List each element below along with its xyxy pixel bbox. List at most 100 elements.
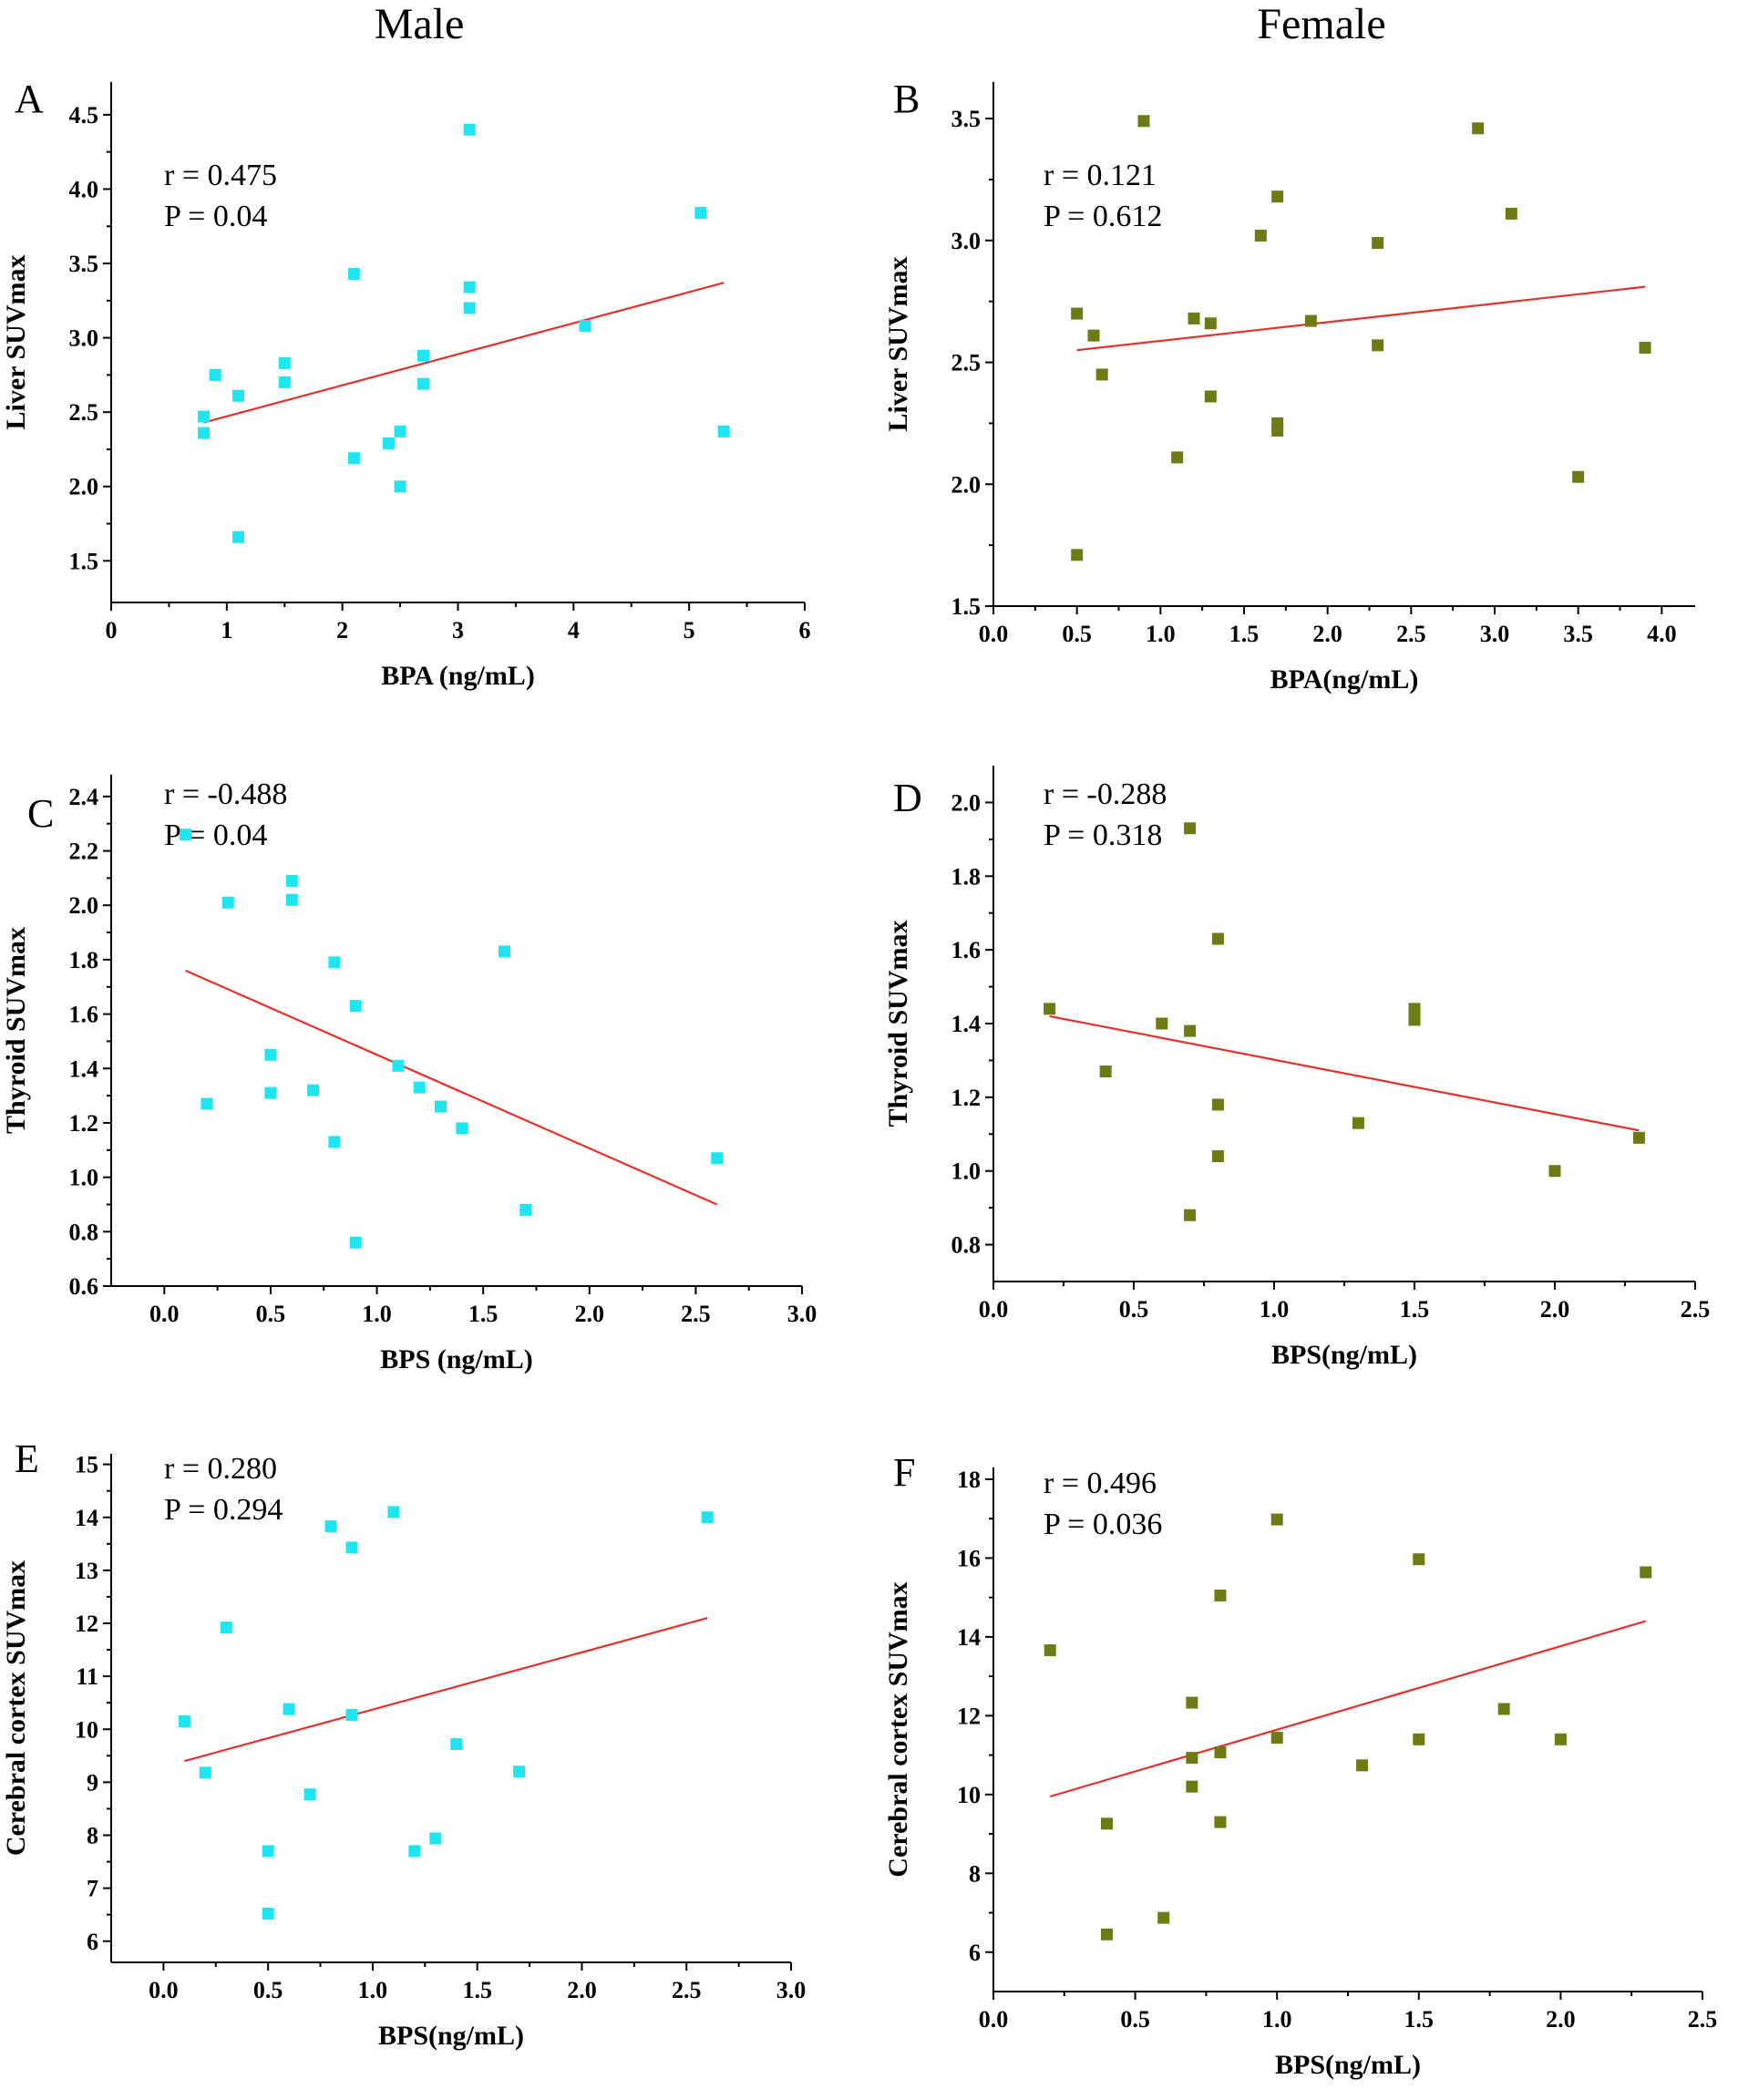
x-tick-label: 0.0 (979, 621, 1009, 647)
data-point (1408, 1014, 1421, 1026)
data-point (394, 425, 406, 438)
data-point (694, 207, 707, 220)
y-tick-label: 2.2 (69, 839, 99, 865)
data-point (1186, 1780, 1198, 1793)
regression-line (203, 282, 725, 424)
y-tick-label: 1.4 (951, 1011, 982, 1037)
y-axis-title: Liver SUVmax (1, 255, 31, 430)
data-point (1184, 822, 1197, 835)
x-tick-label: 1.0 (358, 1977, 388, 2003)
panel-d: 0.0 0.5 1.0 1.5 2.0 2.5 0.8 1.0 1.2 1.4 1.6 1.8 2.0 B… (883, 766, 1710, 1370)
r-value: r = 0.496 (1044, 1467, 1157, 1500)
data-point (417, 377, 429, 390)
y-tick-label: 1.2 (69, 1110, 99, 1137)
x-tick-label: 1 (221, 617, 232, 643)
data-point (1211, 1098, 1224, 1111)
y-tick-label: 10 (957, 1782, 981, 1808)
data-point (394, 480, 406, 493)
data-point (1156, 1017, 1168, 1030)
x-tick-label: 2.5 (1681, 1296, 1711, 1323)
data-point (1184, 1209, 1197, 1221)
data-point (1214, 1590, 1227, 1602)
data-point (1270, 1513, 1283, 1526)
data-point (1071, 549, 1084, 561)
data-point (349, 1236, 362, 1249)
x-axis-title: BPS (ng/mL) (380, 1344, 533, 1374)
x-tick-label: 2.5 (1688, 2006, 1718, 2033)
y-axis-title: Cerebral cortex SUVmax (883, 1581, 913, 1877)
data-point (278, 356, 291, 369)
data-point (387, 1506, 400, 1518)
y-tick-label: 1.0 (951, 1158, 982, 1185)
regression-line (184, 1617, 708, 1763)
x-tick-label: 5 (684, 617, 695, 643)
data-point (328, 956, 341, 969)
data-point (1271, 190, 1284, 203)
x-tick-label: 3 (452, 617, 464, 643)
y-tick-label: 3.5 (69, 251, 99, 277)
y-tick-label: 2.5 (951, 350, 982, 376)
data-point (303, 1788, 316, 1801)
y-tick-label: 1.4 (69, 1055, 99, 1082)
data-point (232, 530, 245, 543)
p-value: P = 0.04 (164, 200, 267, 233)
data-point (463, 302, 476, 314)
x-tick-label: 2.5 (1396, 621, 1426, 647)
x-tick-label: 6 (799, 617, 811, 643)
y-tick-label: 1.0 (69, 1165, 99, 1191)
y-tick-label: 3.0 (951, 228, 982, 254)
data-point (1408, 1003, 1421, 1015)
x-tick-label: 0.5 (1120, 2006, 1150, 2033)
data-point (1554, 1733, 1567, 1745)
x-axis-title: BPA(ng/mL) (1270, 664, 1419, 695)
x-tick-label: 2.5 (681, 1301, 711, 1327)
data-point (1356, 1759, 1369, 1772)
r-value: r = 0.121 (1044, 159, 1157, 192)
data-point (1204, 390, 1217, 403)
y-tick-label: 12 (957, 1703, 981, 1729)
y-tick-label: 2.0 (69, 892, 99, 919)
y-tick-label: 14 (957, 1624, 981, 1651)
x-tick-label: 3.0 (776, 1977, 807, 2003)
data-point (498, 945, 510, 958)
y-tick-label: 2.0 (69, 474, 99, 500)
data-point (345, 1709, 358, 1722)
data-point (197, 410, 210, 423)
y-tick-label: 2.0 (951, 789, 982, 816)
x-tick-label: 1.5 (1404, 2006, 1435, 2033)
data-point (1413, 1733, 1425, 1745)
data-point (1304, 314, 1317, 327)
y-axis-title: Liver SUVmax (883, 257, 913, 432)
y-tick-label: 2.4 (69, 784, 99, 810)
data-point (1372, 339, 1384, 352)
panel-a: 0 1 2 3 4 5 6 1.5 2.0 2.5 3.0 3.5 4.0 4.5 BPA (ng/mL) L… (1, 77, 811, 691)
data-point (1413, 1553, 1425, 1566)
data-point (283, 1703, 295, 1715)
data-point (417, 349, 429, 362)
x-tick-label: 2.0 (567, 1977, 597, 2003)
x-tick-label: 2.5 (672, 1977, 702, 2003)
x-axis-title: BPA (ng/mL) (381, 661, 535, 691)
data-point (1087, 329, 1100, 342)
y-axis-title: Thyroid SUVmax (883, 921, 913, 1127)
data-point (1572, 470, 1585, 483)
data-point (1100, 1928, 1113, 1940)
y-tick-label: 2.5 (69, 399, 99, 426)
x-tick-label: 3.0 (787, 1301, 818, 1327)
data-point (1100, 1817, 1113, 1830)
data-point (450, 1738, 463, 1751)
y-tick-label: 1.6 (951, 937, 982, 963)
y-tick-label: 1.8 (951, 863, 982, 890)
data-point (513, 1765, 526, 1778)
data-point (1071, 307, 1084, 320)
column-header-male: Male (375, 0, 465, 48)
panel-letter: D (893, 776, 922, 820)
x-tick-label: 2.0 (1540, 1296, 1570, 1323)
data-point (349, 1000, 362, 1013)
panel-e: 0.0 0.5 1.0 1.5 2.0 2.5 3.0 6 7 8 9 10 11 12 13 14 15 BPS… (1, 1436, 806, 2051)
data-point (463, 281, 476, 293)
r-value: r = 0.280 (164, 1452, 277, 1486)
data-point (1639, 342, 1651, 355)
x-tick-label: 1.0 (1146, 621, 1176, 647)
p-value: P = 0.294 (164, 1493, 283, 1527)
